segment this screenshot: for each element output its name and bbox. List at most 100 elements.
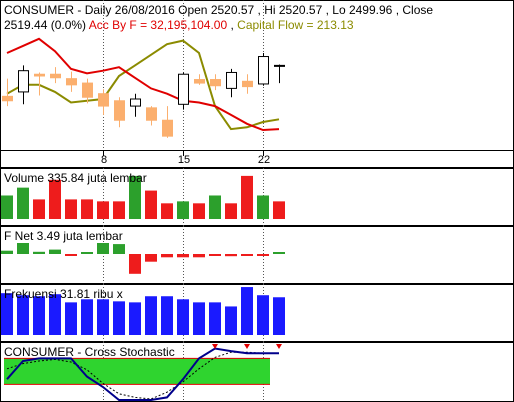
stochastic-band <box>4 357 270 385</box>
fnet-bar <box>145 254 157 262</box>
fnet-bar <box>225 254 237 257</box>
fnet-bar <box>193 254 205 258</box>
stochastic-lines <box>6 347 279 401</box>
candle <box>274 64 285 84</box>
candle-body <box>114 100 125 121</box>
volume-label: Volume 335.84 juta lembar <box>4 171 147 185</box>
frekuensi-bar <box>177 299 189 335</box>
fnet-bar <box>209 254 221 256</box>
fnet-bar <box>1 250 13 254</box>
frekuensi-label: Frekuensi 31.81 ribu x <box>4 287 123 301</box>
period-label: Daily <box>85 3 112 17</box>
frekuensi-bars <box>1 287 285 335</box>
candle <box>34 72 45 96</box>
frekuensi-bar <box>65 302 77 335</box>
volume-bar <box>145 190 157 219</box>
fnet-grid <box>103 226 264 284</box>
fnet-panel[interactable]: F Net 3.49 juta lembar <box>0 226 514 284</box>
candle <box>162 106 173 138</box>
volume-bar <box>225 203 237 219</box>
fnet-bar <box>17 243 29 254</box>
volume-bar <box>81 199 93 219</box>
candle <box>50 67 61 84</box>
candle-body <box>2 95 13 102</box>
capital-flow-line <box>6 39 280 131</box>
fnet-bar <box>161 254 173 258</box>
hi-label: Hi 2520.57 <box>264 3 322 17</box>
date-axis-ticks: 8 15 22 <box>0 150 514 166</box>
fnet-bar <box>177 254 189 258</box>
frekuensi-bar <box>97 299 109 335</box>
candle-body <box>130 98 141 107</box>
volume-bar <box>1 195 13 219</box>
frekuensi-bar <box>225 306 237 335</box>
candle <box>130 93 141 117</box>
stochastic-k-line <box>6 347 279 401</box>
stochastic-signal-marker <box>244 344 250 349</box>
frekuensi-bar <box>257 295 269 335</box>
candle <box>178 72 189 110</box>
stochastic-markers <box>212 344 282 349</box>
fnet-bar <box>81 252 93 254</box>
fnet-bar <box>49 249 61 254</box>
stochastic-label: CONSUMER - Cross Stochastic <box>4 345 175 359</box>
stochastic-signal-marker <box>212 344 218 349</box>
open-label: Open 2520.57 <box>178 3 254 17</box>
volume-bar <box>49 179 61 219</box>
volume-bar <box>129 175 141 219</box>
price-panel[interactable]: 8 15 22 CONSUMER - Daily 26/08/2016 Open 2… <box>0 0 514 168</box>
volume-bars <box>1 175 285 219</box>
fnet-bar <box>129 254 141 274</box>
candle-body <box>66 78 77 86</box>
candle <box>2 78 13 107</box>
symbol-label: CONSUMER <box>4 3 74 17</box>
frekuensi-panel[interactable]: Frekuensi 31.81 ribu x <box>0 284 514 342</box>
date-tick-label: 15 <box>178 154 190 166</box>
fnet-bar <box>241 254 253 256</box>
candle-body <box>18 70 29 93</box>
close-label: Close <box>402 3 433 17</box>
fnet-label: F Net 3.49 juta lembar <box>4 229 123 243</box>
candle <box>18 65 29 105</box>
frekuensi-bar <box>161 296 173 335</box>
frekuensi-bar <box>81 299 93 335</box>
volume-bar <box>193 203 205 219</box>
candle-body <box>162 119 173 137</box>
volume-bar <box>161 203 173 219</box>
fnet-bar <box>113 244 125 254</box>
volume-bar <box>209 195 221 219</box>
date-tick-label: 22 <box>258 154 270 166</box>
frekuensi-bar <box>113 301 125 335</box>
candle <box>146 106 157 126</box>
candle-body <box>194 79 205 84</box>
fnet-bar <box>33 251 45 254</box>
frekuensi-bar <box>209 302 221 335</box>
candle-body <box>210 79 221 87</box>
close-value-label: 2519.44 (0.0%) <box>4 18 86 32</box>
volume-panel[interactable]: Volume 335.84 juta lembar <box>0 168 514 226</box>
candle-body <box>274 64 285 67</box>
chart-header-line1: CONSUMER - Daily 26/08/2016 Open 2520.57… <box>4 3 433 17</box>
frekuensi-bar <box>49 294 61 335</box>
candle <box>258 53 269 86</box>
frekuensi-bar <box>273 297 285 335</box>
candle-body <box>98 93 109 107</box>
candle-body <box>178 73 189 105</box>
candle-body <box>242 80 253 88</box>
volume-bar <box>257 195 269 219</box>
volume-bar <box>33 199 45 219</box>
candle <box>194 74 205 85</box>
volume-bar <box>241 175 253 219</box>
volume-bar <box>273 201 285 219</box>
stochastic-panel[interactable]: CONSUMER - Cross Stochastic <box>0 342 514 402</box>
candlestick-series <box>2 53 285 138</box>
candle-body <box>82 82 93 98</box>
frekuensi-bar <box>145 296 157 335</box>
candle-body <box>34 73 45 77</box>
fnet-bar <box>65 254 77 256</box>
volume-bar <box>113 201 125 219</box>
stochastic-band-fill <box>4 358 270 385</box>
frekuensi-bar <box>241 287 253 335</box>
acc-by-f-line <box>6 37 280 132</box>
